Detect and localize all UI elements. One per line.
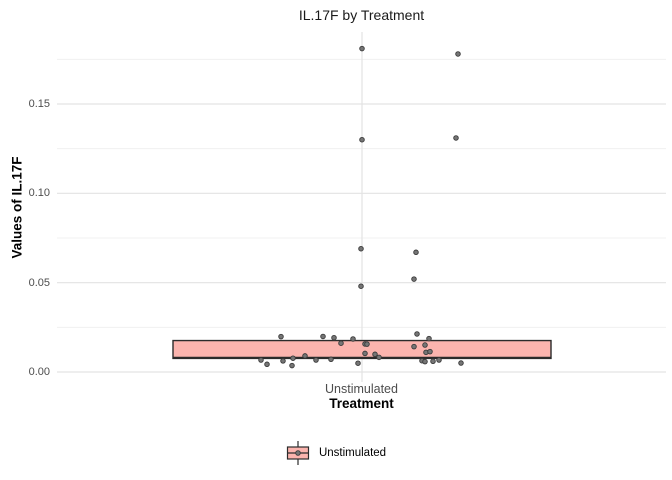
jitter-point xyxy=(359,136,365,143)
legend-point xyxy=(295,450,301,456)
y-tick-label-1: 0.05 xyxy=(28,276,50,289)
jitter-point xyxy=(289,362,295,369)
jitter-point xyxy=(358,245,364,252)
jitter-point xyxy=(264,361,270,368)
y-tick-label-0: 0.00 xyxy=(28,365,50,378)
legend: Unstimulated xyxy=(0,440,672,466)
jitter-point xyxy=(280,358,286,364)
jitter-point xyxy=(355,360,361,366)
jitter-point xyxy=(328,356,334,363)
jitter-point xyxy=(278,333,284,340)
jitter-point xyxy=(436,357,442,363)
jitter-point xyxy=(422,358,428,365)
jitter-point xyxy=(313,357,319,363)
jitter-point xyxy=(453,135,459,141)
jitter-point xyxy=(411,343,417,350)
jitter-point xyxy=(376,354,382,361)
jitter-point xyxy=(350,336,356,342)
jitter-point xyxy=(359,45,365,52)
jitter-point xyxy=(411,276,417,282)
jitter-point xyxy=(455,51,461,57)
jitter-point xyxy=(302,353,308,359)
jitter-point xyxy=(338,340,344,346)
jitter-point xyxy=(320,333,326,340)
chart-title: IL.17F by Treatment xyxy=(298,7,425,23)
jitter-point xyxy=(358,283,364,289)
jitter-point xyxy=(427,348,433,355)
jitter-point xyxy=(331,334,337,341)
jitter-point xyxy=(258,357,264,363)
jitter-point xyxy=(362,350,368,357)
jitter-point xyxy=(422,342,428,348)
jitter-point xyxy=(290,355,296,361)
jitter-point xyxy=(413,249,419,256)
jitter-point xyxy=(364,341,370,347)
y-tick-label-3: 0.15 xyxy=(28,98,50,110)
jitter-point xyxy=(414,331,420,337)
x-axis-title: Treatment xyxy=(329,396,394,411)
legend-label: Unstimulated xyxy=(318,447,387,459)
legend-boxplot-key-icon xyxy=(286,441,310,465)
x-tick-label-unstimulated: Unstimulated xyxy=(325,382,398,396)
y-tick-label-2: 0.10 xyxy=(28,187,50,200)
jitter-point xyxy=(372,351,378,358)
y-axis-title: Values of IL.17F xyxy=(9,156,25,259)
jitter-point xyxy=(458,360,464,366)
boxplot-box xyxy=(172,339,552,360)
jitter-point xyxy=(430,358,436,365)
jitter-point xyxy=(426,335,432,342)
